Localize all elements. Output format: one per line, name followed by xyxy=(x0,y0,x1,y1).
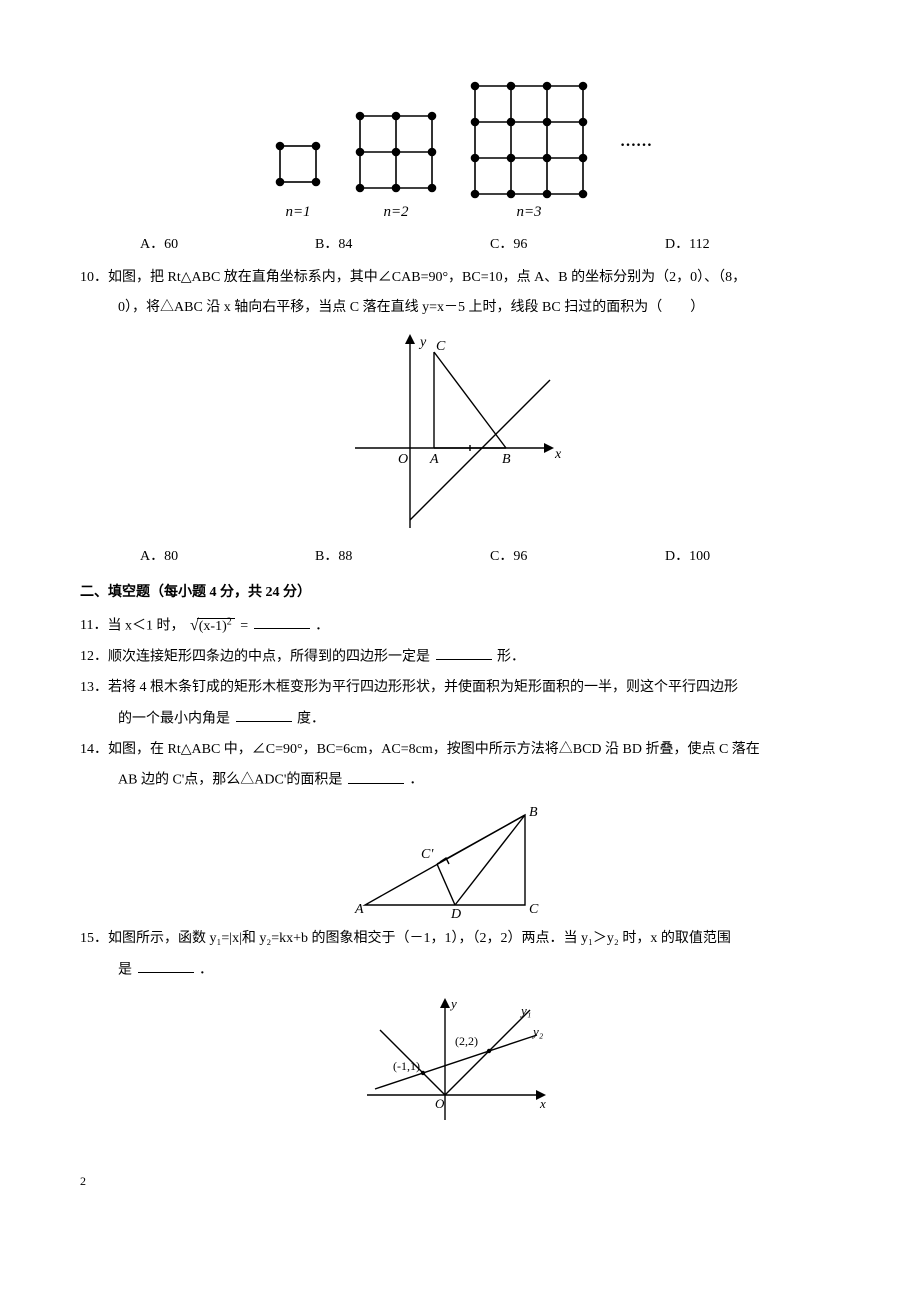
q10-prefix: 10． xyxy=(80,265,108,292)
q10-xlabel: x xyxy=(554,447,562,462)
q9-opt-d: D．112 xyxy=(665,232,840,259)
q15-line2-wrap: 是 ． xyxy=(80,957,840,984)
q9-label-n1: n=1 xyxy=(285,204,310,220)
q10-figure: y x O A B C xyxy=(80,328,840,538)
section2-title: 二、填空题（每小题 4 分，共 24 分） xyxy=(80,580,840,607)
q10-B: B xyxy=(502,452,511,467)
q13-line1: 若将 4 根木条钉成的矩形木框变形为平行四边形形状，并使面积为矩形面积的一半，则… xyxy=(108,680,738,695)
q14-line2b: ． xyxy=(409,773,423,788)
q9-svg: …… n=1 n=2 n=3 xyxy=(250,76,670,226)
q14-B: B xyxy=(529,805,538,820)
q10-opt-c: C．96 xyxy=(490,544,665,571)
q14-figure: A C B D C' xyxy=(80,800,840,920)
q15-p2: (2,2) xyxy=(455,1034,478,1048)
q13-line2a: 的一个最小内角是 xyxy=(118,711,230,726)
q9-opt-a: A．60 xyxy=(140,232,315,259)
q10-A: A xyxy=(429,452,439,467)
q11-blank xyxy=(254,613,310,629)
q11-text: 11．当 x＜1 时， √ (x-1)2 = ． xyxy=(80,613,840,640)
q10-line1: 如图，把 Rt△ABC 放在直角坐标系内，其中∠CAB=90°，BC=10，点 … xyxy=(108,270,746,285)
q15-x: x xyxy=(539,1096,546,1111)
q10-O: O xyxy=(398,452,408,467)
q15-figure: y x O y₁ y₂ (-1,1) (2,2) xyxy=(80,990,840,1130)
q11-exp: 2 xyxy=(227,616,232,627)
q15-y1: y₁ xyxy=(519,1003,531,1018)
q13-line2b: 度． xyxy=(297,711,325,726)
q10-options: A．80 B．88 C．96 D．100 xyxy=(140,544,840,571)
q14-line2-wrap: AB 边的 C'点，那么△ADC'的面积是 ． xyxy=(80,767,840,794)
q11-pre: 当 x＜1 时， xyxy=(107,618,184,633)
q11-radicand: (x-1) xyxy=(199,619,227,634)
q15-line2b: ． xyxy=(199,962,213,977)
page-number: 2 xyxy=(80,1170,840,1193)
q15-prefix: 15． xyxy=(80,926,108,953)
q15-blank xyxy=(138,957,194,973)
q12-blank xyxy=(436,644,492,660)
q15-y2: y₂ xyxy=(531,1024,544,1039)
q14-Cp: C' xyxy=(421,847,434,862)
q10-C: C xyxy=(436,339,446,354)
q11-radicand-wrap: (x-1)2 xyxy=(197,618,235,634)
q14-line1: 如图，在 Rt△ABC 中，∠C=90°，BC=6cm，AC=8cm，按图中所示… xyxy=(108,742,760,757)
q9-opt-b: B．84 xyxy=(315,232,490,259)
q10-line2: 0），将△ABC 沿 x 轴向右平移，当点 C 落在直线 y=x－5 上时，线段… xyxy=(118,300,704,315)
q12-b: 形． xyxy=(497,649,525,664)
q13-line2-wrap: 的一个最小内角是 度． xyxy=(80,706,840,733)
q11-end: ． xyxy=(315,618,329,633)
q14-C: C xyxy=(529,902,539,917)
q10-line2-wrap: 0），将△ABC 沿 x 轴向右平移，当点 C 落在直线 y=x－5 上时，线段… xyxy=(80,295,840,322)
q15-line1-wrap: 15．如图所示，函数 y₁=|x|和 y₂=kx+b 的图象相交于（－1，1），… xyxy=(80,926,840,953)
q12-prefix: 12． xyxy=(80,644,108,671)
q11-prefix: 11． xyxy=(80,613,107,640)
q14-blank xyxy=(348,767,404,783)
q15-p1: (-1,1) xyxy=(393,1059,420,1073)
q9-ellipsis: …… xyxy=(620,133,652,150)
q9-label-n3: n=3 xyxy=(516,204,541,220)
q14-A: A xyxy=(354,902,364,917)
q10-text: 10．如图，把 Rt△ABC 放在直角坐标系内，其中∠CAB=90°，BC=10… xyxy=(80,265,840,292)
q14-svg: A C B D C' xyxy=(345,800,575,920)
q15-O: O xyxy=(435,1096,445,1111)
q13-prefix: 13． xyxy=(80,675,108,702)
q15-y: y xyxy=(449,996,457,1011)
q14-prefix: 14． xyxy=(80,737,108,764)
q9-options: A．60 B．84 C．96 D．112 xyxy=(140,232,840,259)
q10-ylabel: y xyxy=(418,335,427,350)
q11-post: = xyxy=(240,618,248,633)
q14-line1-wrap: 14．如图，在 Rt△ABC 中，∠C=90°，BC=6cm，AC=8cm，按图… xyxy=(80,737,840,764)
q15-svg: y x O y₁ y₂ (-1,1) (2,2) xyxy=(355,990,565,1130)
q10-svg: y x O A B C xyxy=(350,328,570,538)
q13-blank xyxy=(236,706,292,722)
q14-D: D xyxy=(450,907,461,920)
q10-opt-d: D．100 xyxy=(665,544,840,571)
q10-opt-a: A．80 xyxy=(140,544,315,571)
q14-line2a: AB 边的 C'点，那么△ADC'的面积是 xyxy=(118,773,342,788)
q9-opt-c: C．96 xyxy=(490,232,665,259)
q10-opt-b: B．88 xyxy=(315,544,490,571)
q9-figure: …… n=1 n=2 n=3 xyxy=(80,76,840,226)
q15-line2a: 是 xyxy=(118,962,132,977)
q12-text: 12．顺次连接矩形四条边的中点，所得到的四边形一定是 形． xyxy=(80,644,840,671)
q15-line1: 如图所示，函数 y₁=|x|和 y₂=kx+b 的图象相交于（－1，1），（2，… xyxy=(108,931,731,946)
q13-line1-wrap: 13．若将 4 根木条钉成的矩形木框变形为平行四边形形状，并使面积为矩形面积的一… xyxy=(80,675,840,702)
q11-sqrt: √ (x-1)2 xyxy=(190,618,235,634)
q9-label-n2: n=2 xyxy=(383,204,409,220)
q12-a: 顺次连接矩形四条边的中点，所得到的四边形一定是 xyxy=(108,649,430,664)
